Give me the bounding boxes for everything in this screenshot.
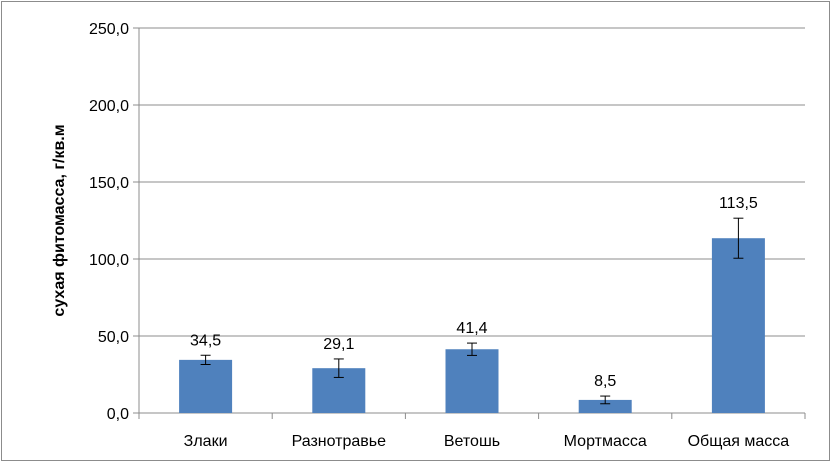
y-tick-label: 0,0 [107, 406, 129, 423]
error-bars [200, 217, 744, 405]
y-tick-label: 100,0 [89, 252, 129, 269]
y-axis-title: сухая фитомасса, г/кв.м [51, 124, 68, 316]
data-label: 8,5 [594, 373, 616, 390]
bar [179, 359, 233, 413]
y-tick-label: 150,0 [89, 175, 129, 192]
category-label: Общая масса [688, 433, 790, 450]
category-label: Ветошь [444, 433, 500, 450]
data-labels: 34,5 29,1 41,4 8,5 113,5 [190, 195, 758, 390]
y-tick-label: 50,0 [98, 329, 129, 346]
data-label: 41,4 [456, 320, 487, 337]
category-label: Мортмасса [564, 433, 647, 450]
data-label: 113,5 [719, 195, 758, 212]
y-tick-labels: 0,0 50,0 100,0 150,0 200,0 250,0 [89, 21, 129, 423]
bar [578, 399, 632, 413]
category-label: Разнотравье [292, 433, 387, 450]
y-tick-label: 250,0 [89, 21, 129, 38]
y-tick-label: 200,0 [89, 98, 129, 115]
bars [179, 238, 765, 413]
data-label: 29,1 [323, 336, 354, 353]
data-label: 34,5 [190, 332, 221, 349]
category-labels: Злаки Разнотравье Ветошь Мортмасса Общая мас… [184, 433, 790, 450]
gridlines [139, 27, 805, 337]
category-label: Злаки [184, 433, 228, 450]
bar [711, 238, 765, 413]
bar [445, 349, 499, 413]
